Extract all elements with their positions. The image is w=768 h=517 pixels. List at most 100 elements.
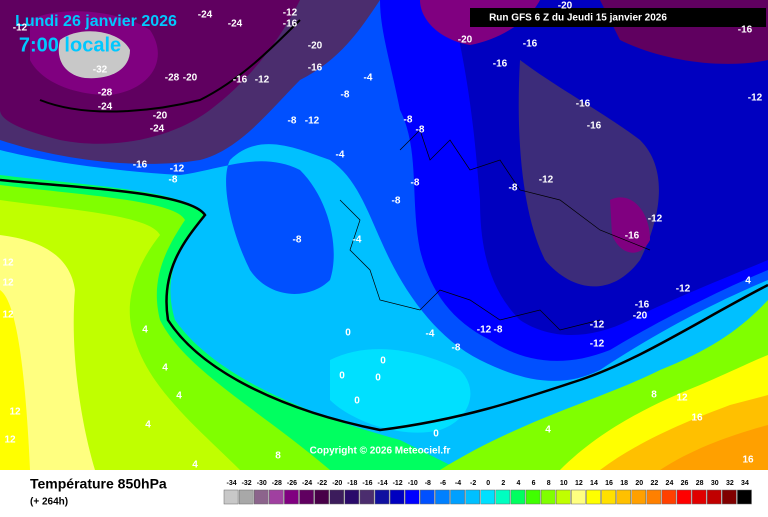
contour-label: -8 [341,90,350,101]
contour-label: -16 [308,63,323,74]
legend-swatch [359,489,375,505]
contour-label: -16 [738,25,753,36]
contour-label: -16 [493,59,508,70]
contour-label: 12 [2,278,14,289]
contour-label: 8 [651,390,657,401]
legend-label: -30 [257,480,267,487]
legend-swatch [435,489,450,505]
run-box [470,8,766,27]
contour-label: 12 [2,258,14,269]
contour-label: -4 [336,150,345,161]
contour-label: -12 [283,8,298,19]
contour-label: -8 [411,178,420,189]
contour-label: -12 [255,75,270,86]
contour-label: -8 [509,183,518,194]
contour-label: -20 [633,311,648,322]
contour-label: -16 [233,75,248,86]
legend-swatch [420,489,435,505]
legend-label: 6 [532,480,536,487]
legend-label: -20 [332,480,342,487]
contour-label: -24 [150,124,165,135]
contour-label: 16 [691,413,703,424]
valid-date: Lundi 26 janvier 2026 [15,13,177,30]
contour-label: -8 [288,116,297,127]
contour-label: -16 [133,160,148,171]
run-info: Run GFS 6 Z du Jeudi 15 janvier 2026 [489,13,667,24]
legend-swatch [676,489,692,505]
contour-label: -16 [523,39,538,50]
legend-label: -8 [425,480,431,487]
contour-label: -16 [283,19,298,30]
contour-label: -20 [153,111,168,122]
legend-label: -12 [393,480,403,487]
contour-label: -8 [169,175,178,186]
legend-label: 22 [650,480,658,487]
legend-label: -4 [455,480,461,487]
field-title: Température 850hPa [30,476,167,492]
contour-label: -8 [293,235,302,246]
contour-label: -12 [477,325,492,336]
legend-label: 32 [726,480,734,487]
contour-label: 12 [676,393,688,404]
contour-label: 4 [745,276,751,287]
legend-label: -26 [287,480,297,487]
copyright: Copyright © 2026 Meteociel.fr [310,446,451,457]
legend-swatch [722,489,737,505]
legend-label: 8 [547,480,551,487]
contour-label: -8 [452,343,461,354]
legend-label: -6 [440,480,446,487]
contour-label: 4 [176,391,182,402]
legend-swatch [586,489,601,505]
legend-swatch [510,489,526,505]
contour-label: 4 [545,425,551,436]
legend-swatch [314,489,329,505]
legend-swatch [238,489,254,505]
contour-label: 4 [145,420,151,431]
legend: -34 -32 -30 -28 -26 -24 -22 -20 -18 -16 -14 -12 -10-… [223,480,752,505]
legend-swatch [299,489,314,505]
contour-label: -32 [93,65,108,76]
contour-label: -8 [404,115,413,126]
legend-swatch [555,489,571,505]
legend-swatch [450,489,465,505]
contour-label: -12 [590,320,605,331]
contour-label: 8 [275,451,281,462]
legend-swatch [601,489,616,505]
legend-label: -22 [317,480,327,487]
legend-swatch [571,489,586,505]
legend-label: -24 [302,480,312,487]
contour-label: -12 [648,214,663,225]
contour-label: -16 [587,121,602,132]
contour-label: 4 [142,325,148,336]
legend-label: 24 [666,480,674,487]
legend-label: -32 [242,480,252,487]
legend-swatch [661,489,677,505]
contour-label: -12 [539,175,554,186]
contour-label: -8 [392,196,401,207]
legend-label: -14 [377,480,387,487]
valid-time: 7:00 locale [19,34,121,56]
contour-label: -12 [590,339,605,350]
contour-label: -12 [305,116,320,127]
contour-label: 0 [345,328,351,339]
contour-label: -20 [308,41,323,52]
contour-label: -4 [426,329,435,340]
contour-label: -16 [625,231,640,242]
legend-label: -18 [347,480,357,487]
legend-label: 20 [635,480,643,487]
contour-label: -24 [228,19,243,30]
legend-label: -16 [362,480,372,487]
legend-swatch [691,489,707,505]
legend-label: 26 [681,480,689,487]
contour-label: -20 [558,1,573,12]
contour-label: 12 [2,310,14,321]
legend-label: 34 [741,480,749,487]
contour-label: -16 [576,99,591,110]
legend-swatch [465,489,480,505]
contour-label: -8 [494,325,503,336]
legend-swatch [374,489,390,505]
contour-label: 12 [9,407,21,418]
legend-label: 12 [575,480,583,487]
legend-label: -34 [226,480,236,487]
contour-label: 0 [433,429,439,440]
